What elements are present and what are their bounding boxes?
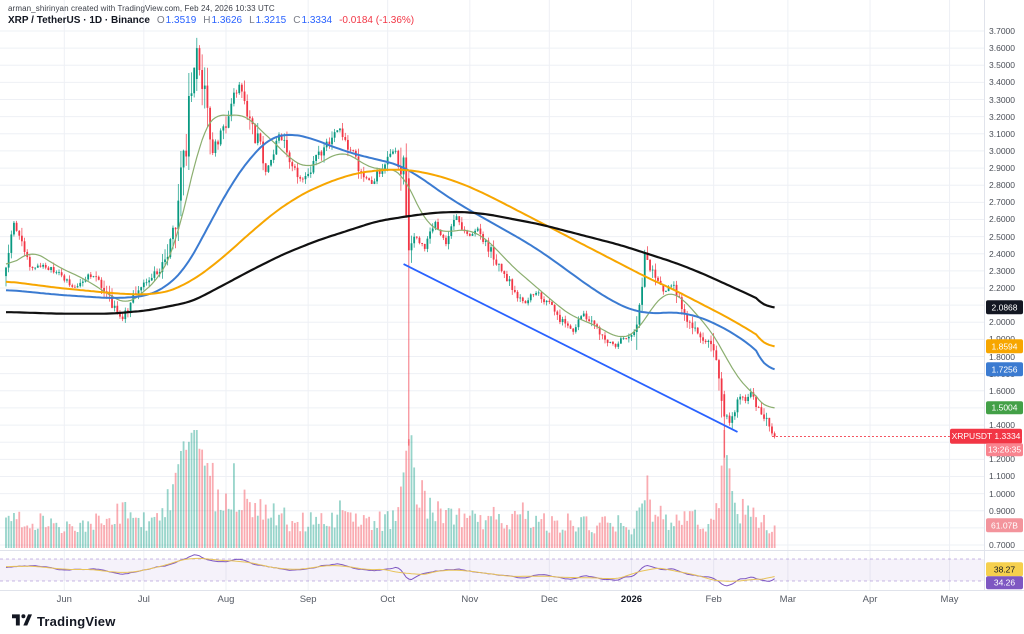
price-tick-label: 3.2000 <box>989 111 1015 122</box>
time-axis-label: May <box>940 594 959 605</box>
price-tick-label: 2.3000 <box>989 265 1015 276</box>
ma200-badge: 2.0868 <box>986 300 1023 315</box>
price-tick-label: 3.7000 <box>989 26 1015 36</box>
time-axis-label: Mar <box>779 594 797 605</box>
pane-separator[interactable] <box>0 550 1024 551</box>
time-axis-label: Apr <box>862 594 878 605</box>
price-tick-label: 3.5000 <box>989 60 1015 71</box>
price-tick-label: 3.1000 <box>989 128 1015 139</box>
price-scale[interactable]: 3.7000 3.6000 3.5000 3.4000 3.3000 3.2000 3.10… <box>984 0 1024 590</box>
price-change: -0.0184 (-1.36%) <box>339 15 415 26</box>
time-axis[interactable]: Jun Jul Aug Sep Oct Nov Dec 2026 Feb Mar Apr May <box>0 592 984 608</box>
time-axis-label: Aug <box>217 594 235 605</box>
ma21-line[interactable] <box>5 114 775 409</box>
price-tick-label: 1.9000 <box>989 334 1015 344</box>
ohlc-open: O 1.3519 <box>156 15 197 26</box>
price-tick-label: 0.7000 <box>989 540 1015 550</box>
ma21-badge: 1.5004 <box>986 401 1023 415</box>
price-tick-label: 2.0000 <box>989 317 1015 328</box>
rsi-ma-line[interactable] <box>6 557 775 582</box>
ohlc-high: H 1.3626 <box>203 15 243 26</box>
tradingview-logo-text: TradingView <box>37 613 116 629</box>
time-axis-label: Dec <box>540 594 558 605</box>
price-tick-label: 1.8000 <box>989 351 1015 362</box>
attribution-text: arman_shirinyan created with TradingView… <box>8 4 275 13</box>
price-tick-label: 1.6000 <box>989 385 1015 396</box>
last-price-badge: XRPUSDT 1.3334 <box>950 429 1022 444</box>
time-axis-label: 2026 <box>620 594 643 605</box>
price-tick-label: 2.8000 <box>989 180 1015 191</box>
price-tick-label: 3.0000 <box>989 145 1015 156</box>
price-tick-label: 1.0000 <box>989 488 1015 499</box>
price-tick-label: 2.6000 <box>989 214 1015 225</box>
ma100-badge: 1.8594 <box>986 339 1023 354</box>
price-tick-label: 2.4000 <box>989 248 1015 259</box>
tradingview-watermark[interactable]: TradingView <box>12 613 116 629</box>
rsi-ma-badge: 38.27 <box>986 562 1023 577</box>
time-axis-label: Oct <box>380 594 396 605</box>
time-axis-label: Nov <box>461 594 479 605</box>
ohlc-close: C 1.3334 <box>293 15 333 26</box>
ma100-line[interactable] <box>5 168 775 348</box>
ma50-line[interactable] <box>5 133 775 371</box>
price-tick-label: 1.4000 <box>989 420 1015 431</box>
volume-series[interactable] <box>5 430 776 548</box>
grid-lines <box>0 0 984 590</box>
tradingview-logo-icon <box>12 614 32 626</box>
price-tick-label: 2.7000 <box>989 197 1015 208</box>
candles-series[interactable] <box>5 37 776 458</box>
ma50-badge: 1.7256 <box>986 362 1023 377</box>
price-tick-label: 3.6000 <box>989 43 1015 54</box>
bar-countdown-badge: 13:26:35 <box>986 443 1023 457</box>
symbol-title[interactable]: XRP / TetherUS · 1D · Binance <box>8 15 150 26</box>
price-tick-label: 2.2000 <box>989 283 1015 293</box>
time-axis-label: Jun <box>56 594 72 605</box>
time-axis-label: Feb <box>705 594 722 605</box>
ohlc-low: L 1.3215 <box>249 15 287 26</box>
rsi-pane[interactable] <box>0 554 984 587</box>
price-tick-label: 2.5000 <box>989 231 1015 242</box>
volume-badge: 61.07B <box>986 518 1023 533</box>
price-tick-label: 3.4000 <box>989 77 1015 88</box>
ma200-line[interactable] <box>6 210 775 315</box>
axis-separator <box>0 590 1024 591</box>
price-tick-label: 3.3000 <box>989 94 1015 105</box>
price-tick-label: 1.2000 <box>989 454 1015 465</box>
rsi-badge: 34.26 <box>986 575 1023 590</box>
time-axis-label: Jul <box>137 594 150 605</box>
price-tick-label: 0.9000 <box>989 505 1015 516</box>
price-tick-label: 1.1000 <box>989 471 1015 482</box>
descending-trendline[interactable] <box>403 263 738 433</box>
time-axis-label: Sep <box>299 594 317 605</box>
price-tick-label: 2.9000 <box>989 163 1015 174</box>
